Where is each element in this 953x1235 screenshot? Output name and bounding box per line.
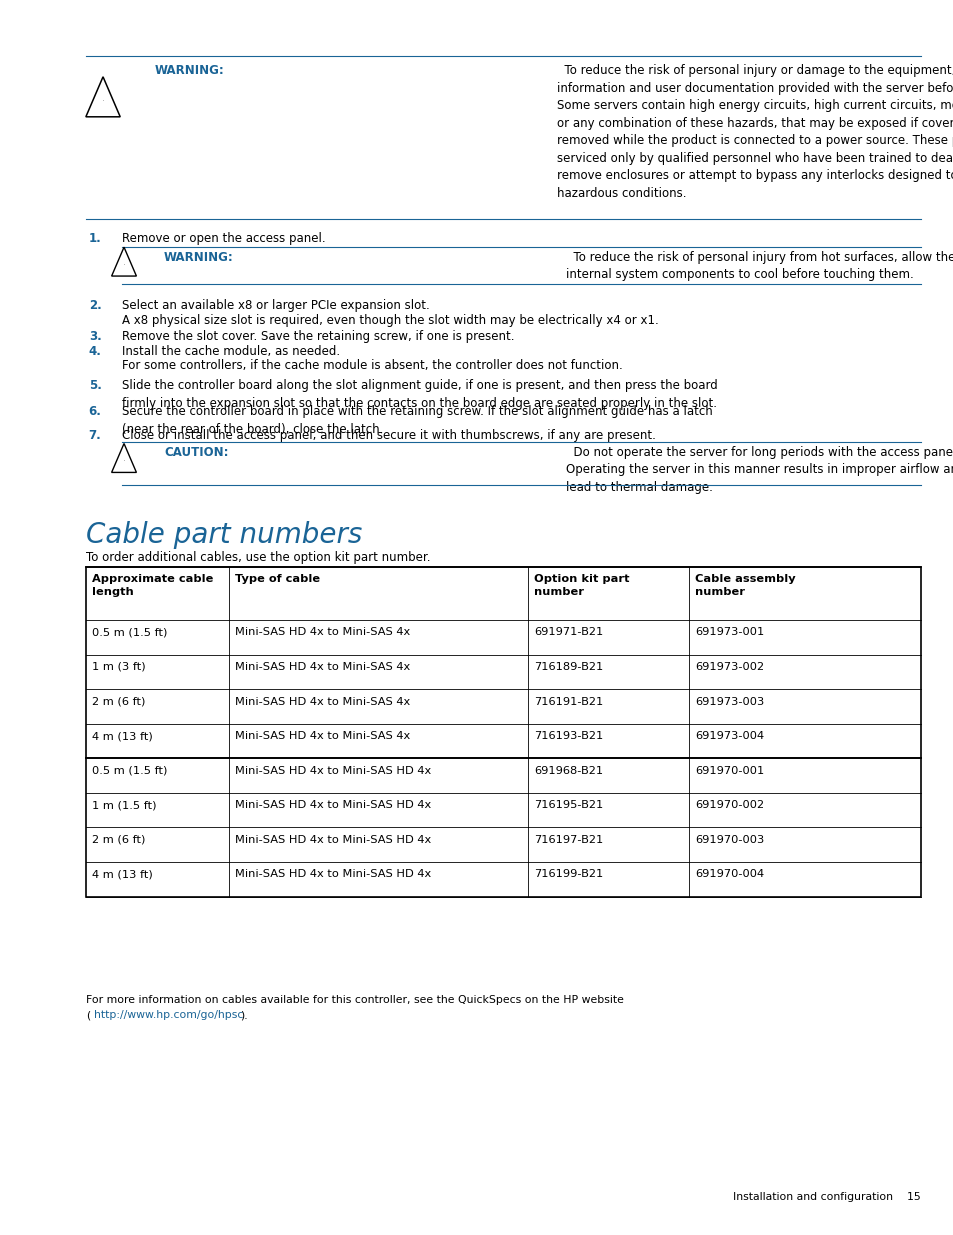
Text: 716199-B21: 716199-B21 xyxy=(534,869,602,879)
Text: Mini-SAS HD 4x to Mini-SAS 4x: Mini-SAS HD 4x to Mini-SAS 4x xyxy=(234,627,410,637)
Text: Option kit part
number: Option kit part number xyxy=(534,574,629,597)
Text: Remove the slot cover. Save the retaining screw, if one is present.: Remove the slot cover. Save the retainin… xyxy=(122,330,514,343)
Text: 0.5 m (1.5 ft): 0.5 m (1.5 ft) xyxy=(91,627,167,637)
Text: (: ( xyxy=(86,1010,90,1020)
Text: Remove or open the access panel.: Remove or open the access panel. xyxy=(122,232,325,246)
Text: 716197-B21: 716197-B21 xyxy=(534,835,602,845)
Text: Cable assembly
number: Cable assembly number xyxy=(695,574,795,597)
Text: 7.: 7. xyxy=(89,429,101,442)
Bar xyxy=(86,567,920,897)
Text: 2 m (6 ft): 2 m (6 ft) xyxy=(91,697,145,706)
Text: 691970-003: 691970-003 xyxy=(695,835,763,845)
Text: 691973-001: 691973-001 xyxy=(695,627,763,637)
Text: Secure the controller board in place with the retaining screw. If the slot align: Secure the controller board in place wit… xyxy=(122,405,712,436)
Text: 1 m (3 ft): 1 m (3 ft) xyxy=(91,662,145,672)
Text: 1.: 1. xyxy=(89,232,101,246)
Text: 716189-B21: 716189-B21 xyxy=(534,662,602,672)
Text: A x8 physical size slot is required, even though the slot width may be electrica: A x8 physical size slot is required, eve… xyxy=(122,314,659,327)
Text: Close or install the access panel, and then secure it with thumbscrews, if any a: Close or install the access panel, and t… xyxy=(122,429,656,442)
Text: http://www.hp.com/go/hpsc: http://www.hp.com/go/hpsc xyxy=(94,1010,244,1020)
Text: 691973-003: 691973-003 xyxy=(695,697,763,706)
Text: To reduce the risk of personal injury or damage to the equipment, consult the sa: To reduce the risk of personal injury or… xyxy=(557,64,953,200)
Text: 6.: 6. xyxy=(89,405,101,419)
Text: For more information on cables available for this controller, see the QuickSpecs: For more information on cables available… xyxy=(86,995,623,1005)
Text: 691973-002: 691973-002 xyxy=(695,662,763,672)
Text: 1 m (1.5 ft): 1 m (1.5 ft) xyxy=(91,800,156,810)
Text: Slide the controller board along the slot alignment guide, if one is present, an: Slide the controller board along the slo… xyxy=(122,379,717,410)
Text: Mini-SAS HD 4x to Mini-SAS HD 4x: Mini-SAS HD 4x to Mini-SAS HD 4x xyxy=(234,766,431,776)
Text: 691970-001: 691970-001 xyxy=(695,766,763,776)
Text: Mini-SAS HD 4x to Mini-SAS HD 4x: Mini-SAS HD 4x to Mini-SAS HD 4x xyxy=(234,835,431,845)
Text: 716191-B21: 716191-B21 xyxy=(534,697,602,706)
Text: ).: ). xyxy=(240,1010,247,1020)
Text: Cable part numbers: Cable part numbers xyxy=(86,521,362,550)
Text: Approximate cable
length: Approximate cable length xyxy=(91,574,213,597)
Text: 3.: 3. xyxy=(89,330,101,343)
Text: Select an available x8 or larger PCIe expansion slot.: Select an available x8 or larger PCIe ex… xyxy=(122,299,430,312)
Text: Mini-SAS HD 4x to Mini-SAS 4x: Mini-SAS HD 4x to Mini-SAS 4x xyxy=(234,731,410,741)
Text: Type of cable: Type of cable xyxy=(234,574,320,584)
Text: 0.5 m (1.5 ft): 0.5 m (1.5 ft) xyxy=(91,766,167,776)
Text: 4.: 4. xyxy=(89,345,101,358)
Text: 4 m (13 ft): 4 m (13 ft) xyxy=(91,869,152,879)
Text: 2.: 2. xyxy=(89,299,101,312)
Text: Do not operate the server for long periods with the access panel open or removed: Do not operate the server for long perio… xyxy=(566,446,953,494)
Text: 4 m (13 ft): 4 m (13 ft) xyxy=(91,731,152,741)
Text: WARNING:: WARNING: xyxy=(154,64,224,78)
Text: Install the cache module, as needed.: Install the cache module, as needed. xyxy=(122,345,340,358)
Text: 691968-B21: 691968-B21 xyxy=(534,766,602,776)
Text: 716195-B21: 716195-B21 xyxy=(534,800,602,810)
Text: Mini-SAS HD 4x to Mini-SAS 4x: Mini-SAS HD 4x to Mini-SAS 4x xyxy=(234,662,410,672)
Text: Mini-SAS HD 4x to Mini-SAS HD 4x: Mini-SAS HD 4x to Mini-SAS HD 4x xyxy=(234,800,431,810)
Text: CAUTION:: CAUTION: xyxy=(164,446,229,459)
Text: Installation and configuration    15: Installation and configuration 15 xyxy=(732,1192,920,1202)
Text: 691971-B21: 691971-B21 xyxy=(534,627,602,637)
Text: 691970-004: 691970-004 xyxy=(695,869,763,879)
Text: To order additional cables, use the option kit part number.: To order additional cables, use the opti… xyxy=(86,551,430,564)
Text: 716193-B21: 716193-B21 xyxy=(534,731,602,741)
Text: Mini-SAS HD 4x to Mini-SAS 4x: Mini-SAS HD 4x to Mini-SAS 4x xyxy=(234,697,410,706)
Text: 691973-004: 691973-004 xyxy=(695,731,763,741)
Text: 691970-002: 691970-002 xyxy=(695,800,763,810)
Text: WARNING:: WARNING: xyxy=(164,251,233,264)
Text: To reduce the risk of personal injury from hot surfaces, allow the drives and th: To reduce the risk of personal injury fr… xyxy=(566,251,953,282)
Text: 5.: 5. xyxy=(89,379,101,393)
Text: For some controllers, if the cache module is absent, the controller does not fun: For some controllers, if the cache modul… xyxy=(122,359,622,373)
Text: 2 m (6 ft): 2 m (6 ft) xyxy=(91,835,145,845)
Text: Mini-SAS HD 4x to Mini-SAS HD 4x: Mini-SAS HD 4x to Mini-SAS HD 4x xyxy=(234,869,431,879)
